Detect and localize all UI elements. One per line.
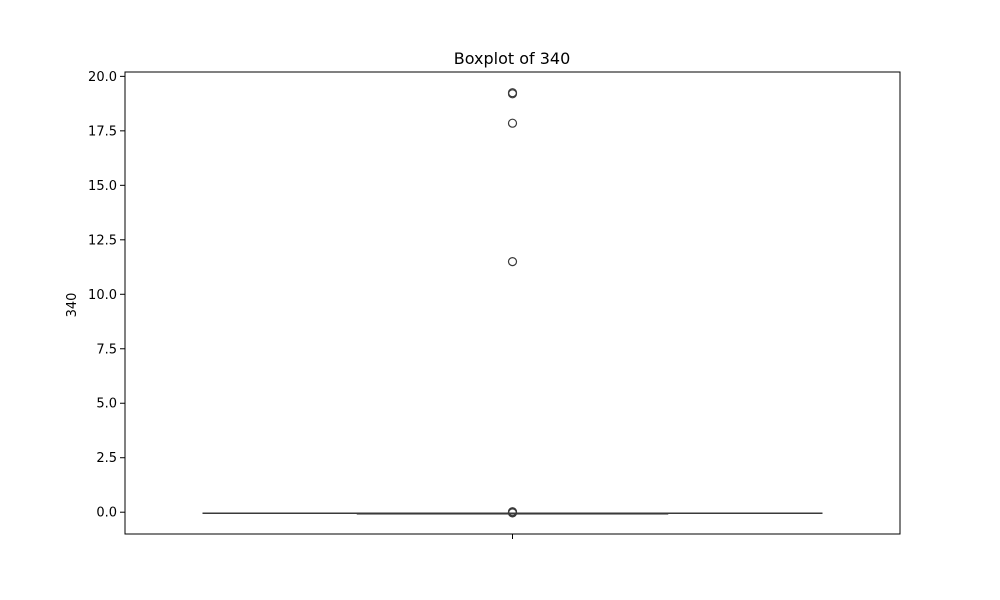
- plot-frame: [124, 71, 901, 535]
- y-tick-label: 7.5: [96, 342, 117, 357]
- y-tick-label: 12.5: [88, 233, 117, 248]
- y-tick-label: 20.0: [88, 70, 117, 85]
- y-tick-label: 17.5: [88, 124, 117, 139]
- outlier-point: [507, 89, 518, 99]
- y-tick-label: 10.0: [88, 288, 117, 303]
- y-tick-label: 0.0: [96, 506, 117, 521]
- y-tick-label: 15.0: [88, 179, 117, 194]
- plot-area: 0.0 2.5 5.0 7.5 10.0 12.5 15.0 17.5 20.0: [88, 70, 901, 539]
- y-tick-label: 5.0: [96, 397, 117, 412]
- y-axis-label: 340: [65, 293, 80, 318]
- chart-title: Boxplot of 340: [454, 49, 571, 68]
- outlier-point: [507, 508, 518, 518]
- outlier-point: [507, 256, 518, 267]
- y-tick-label: 2.5: [96, 451, 117, 466]
- outlier-point: [507, 118, 518, 128]
